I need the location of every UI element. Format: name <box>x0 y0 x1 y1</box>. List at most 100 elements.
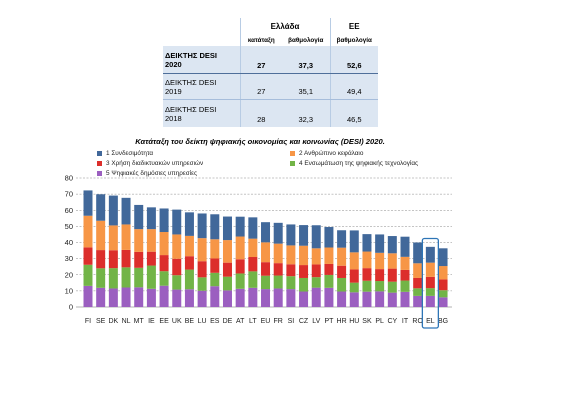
bar-segment-mt-series-5 <box>134 287 144 307</box>
bar-segment-dk-series-5 <box>108 288 118 307</box>
bar-segment-at-series-2 <box>235 236 245 260</box>
bar-segment-at-series-5 <box>235 288 245 307</box>
bar-segment-de-series-3 <box>222 262 232 277</box>
bar-segment-es-series-1 <box>210 214 220 240</box>
bar-segment-be-series-4 <box>184 269 194 290</box>
bar-segment-it-series-3 <box>400 269 410 281</box>
score-greece-cell: 35,1 <box>282 73 331 100</box>
x-tick-label-pt: PT <box>324 318 334 325</box>
bar-segment-cy-series-2 <box>387 253 397 269</box>
bar-segment-ie-series-5 <box>146 288 156 307</box>
row-label-text: ΔΕΙΚΤΗΣ DESI <box>165 50 217 60</box>
x-tick-label-ro: RO <box>412 318 423 325</box>
highlight-annotation <box>421 237 440 329</box>
table-row: ΔΕΙΚΤΗΣ DESI 2019 27 35,1 49,4 <box>163 73 379 100</box>
bar-segment-es-series-2 <box>210 239 220 259</box>
table-row: ΔΕΙΚΤΗΣ DESI 2020 27 37,3 52,6 <box>163 46 379 74</box>
bar-segment-el-series-3 <box>425 276 435 289</box>
bar-segment-uk-series-5 <box>172 289 182 307</box>
bar-segment-pt-series-3 <box>324 263 334 275</box>
table-row: ΔΕΙΚΤΗΣ DESI 2018 28 32,3 46,5 <box>163 99 379 127</box>
score-eu-cell: 49,4 <box>329 73 379 100</box>
bar-segment-lu-series-5 <box>197 290 207 307</box>
bar-segment-ro-series-2 <box>413 263 423 278</box>
bar-segment-pl-series-2 <box>375 252 385 270</box>
bar-segment-fr-series-4 <box>273 275 283 289</box>
bar-segment-pl-series-5 <box>375 291 385 307</box>
highlight-box-el <box>421 237 440 329</box>
bar-segment-hr-series-5 <box>337 291 347 307</box>
bar-segment-lu-series-4 <box>197 277 207 291</box>
bar-segment-eu-series-4 <box>261 275 271 290</box>
bar-segment-fi-series-1 <box>83 190 93 216</box>
row-label-year: 2019 <box>165 86 182 96</box>
x-tick-label-ie: IE <box>148 318 155 325</box>
table-subheader-row: κατάταξη βαθμολογία βαθμολογία <box>163 35 379 46</box>
bar-segment-eu-series-5 <box>261 289 271 307</box>
bar-segment-lv-series-3 <box>311 264 321 278</box>
bar-segment-de-series-1 <box>222 216 232 241</box>
bar-segment-si-series-1 <box>286 224 296 246</box>
legend-swatch <box>290 160 295 166</box>
bar-segment-cy-series-1 <box>387 236 397 254</box>
bar-segment-lu-series-3 <box>197 261 207 278</box>
bar-segment-at-series-3 <box>235 259 245 274</box>
y-tick-label-40: 40 <box>65 238 73 247</box>
bar-segment-hu-series-4 <box>349 282 359 293</box>
bar-segment-uk-series-3 <box>172 258 182 276</box>
bar-segment-fr-series-2 <box>273 243 283 264</box>
bar-segment-dk-series-4 <box>108 268 118 289</box>
score-greece-cell: 37,3 <box>282 46 331 74</box>
bar-segment-mt-series-1 <box>134 204 144 230</box>
x-tick-label-pl: PL <box>375 318 384 325</box>
row-label: ΔΕΙΚΤΗΣ DESI 2019 <box>163 73 240 100</box>
bar-segment-cz-series-1 <box>299 225 309 246</box>
bar-segment-lv-series-5 <box>311 287 321 307</box>
y-tick-label-20: 20 <box>65 270 73 279</box>
bar-segment-hu-series-1 <box>349 230 359 253</box>
bar-segment-se-series-2 <box>96 220 106 251</box>
rank-greece-cell: 27 <box>239 73 282 100</box>
bar-segment-ee-series-4 <box>159 271 169 286</box>
bar-segment-ee-series-1 <box>159 208 169 233</box>
bar-segment-bg-series-3 <box>438 279 448 291</box>
bar-segment-sk-series-1 <box>362 234 372 252</box>
rank-greece-cell: 28 <box>239 99 282 127</box>
score-eu-cell: 52,6 <box>329 46 379 74</box>
bar-segment-fi-series-4 <box>83 264 93 286</box>
bar-segment-cz-series-3 <box>299 265 309 278</box>
x-tick-label-be: BE <box>185 318 195 325</box>
x-tick-label-sk: SK <box>362 318 372 325</box>
bar-segment-lt-series-3 <box>248 257 258 272</box>
bar-segment-be-series-3 <box>184 256 194 270</box>
bar-segment-el-series-5 <box>425 295 435 307</box>
x-tick-label-lu: LU <box>198 318 207 325</box>
bar-segment-ro-series-4 <box>413 288 423 296</box>
bar-segment-dk-series-3 <box>108 250 118 269</box>
desi-summary-table: Ελλάδα ΕΕ κατάταξη βαθμολογία βαθμολογία… <box>163 18 379 127</box>
bar-segment-se-series-4 <box>96 268 106 288</box>
table-header-eu: ΕΕ <box>329 18 379 35</box>
bar-segment-sk-series-5 <box>362 291 372 307</box>
bar-segment-mt-series-4 <box>134 267 144 288</box>
bar-segment-cy-series-5 <box>387 292 397 307</box>
bar-segment-lt-series-4 <box>248 271 258 288</box>
bar-segment-si-series-4 <box>286 276 296 290</box>
bar-segment-bg-series-5 <box>438 297 448 307</box>
bar-segment-se-series-3 <box>96 250 106 269</box>
bar-segment-ie-series-2 <box>146 229 156 252</box>
bar-segment-ee-series-5 <box>159 285 169 307</box>
bar-segment-bg-series-1 <box>438 248 448 267</box>
bar-segment-eu-series-1 <box>261 222 271 243</box>
bar-segment-it-series-4 <box>400 280 410 292</box>
bar-segment-ie-series-1 <box>146 207 156 230</box>
legend-label: 3 Χρήση διαδικτυακών υπηρεσιών <box>106 159 204 167</box>
row-label-text: ΔΕΙΚΤΗΣ DESI <box>165 104 217 114</box>
bar-segment-uk-series-4 <box>172 275 182 290</box>
bar-segment-hr-series-1 <box>337 230 347 248</box>
legend-swatch <box>97 170 102 176</box>
gridlines <box>76 177 452 308</box>
bar-segment-nl-series-5 <box>121 287 131 307</box>
x-tick-label-fr: FR <box>274 318 283 325</box>
bar-segment-nl-series-1 <box>121 197 131 225</box>
